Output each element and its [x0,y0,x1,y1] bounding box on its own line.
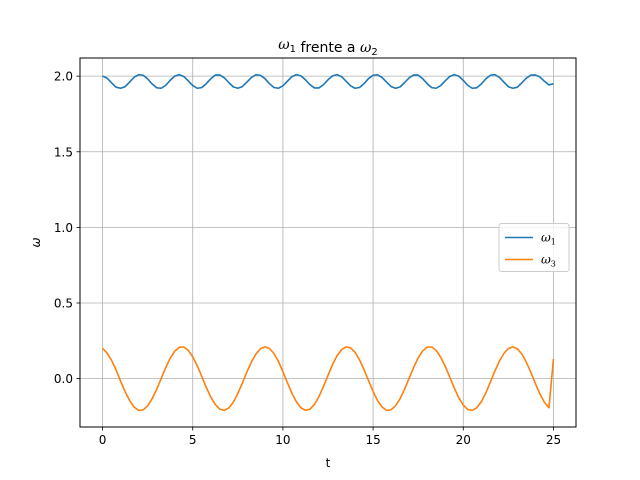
grid-lines [80,58,576,427]
legend-box [498,223,570,272]
y-axis-label: ω [29,237,43,247]
series-line-2 [101,346,555,412]
title-part: ω [360,40,372,56]
y-ticks: 0.0 0.5 1.0 1.5 2.0 [54,70,80,386]
title-part: 2 [371,47,377,58]
chart-title: ω1 frente a ω2 [278,37,378,58]
y-tick-label: 2.0 [54,70,73,84]
x-tick-label: 10 [275,433,290,447]
y-tick-label: 0.5 [54,296,73,310]
y-tick-label: 1.0 [54,221,73,235]
x-tick-label: 25 [546,433,561,447]
legend-label-2: ω3 [541,253,556,269]
x-axis-label: t [326,456,331,470]
x-tick-label: 0 [99,433,107,447]
y-tick-label: 0.0 [54,372,73,386]
axes-frame [79,57,577,428]
x-tick-label: 5 [189,433,197,447]
y-tick-label: 1.5 [54,145,73,159]
series-lines [101,73,555,412]
title-part: frente a [296,40,360,56]
x-ticks: 0 5 10 15 20 25 [99,427,561,447]
title-part: 1 [290,44,296,55]
x-tick-label: 15 [365,433,380,447]
title-part: ω [278,37,290,53]
legend-label-1: ω1 [541,231,556,247]
x-tick-label: 20 [456,433,471,447]
series-line-1 [102,73,554,90]
